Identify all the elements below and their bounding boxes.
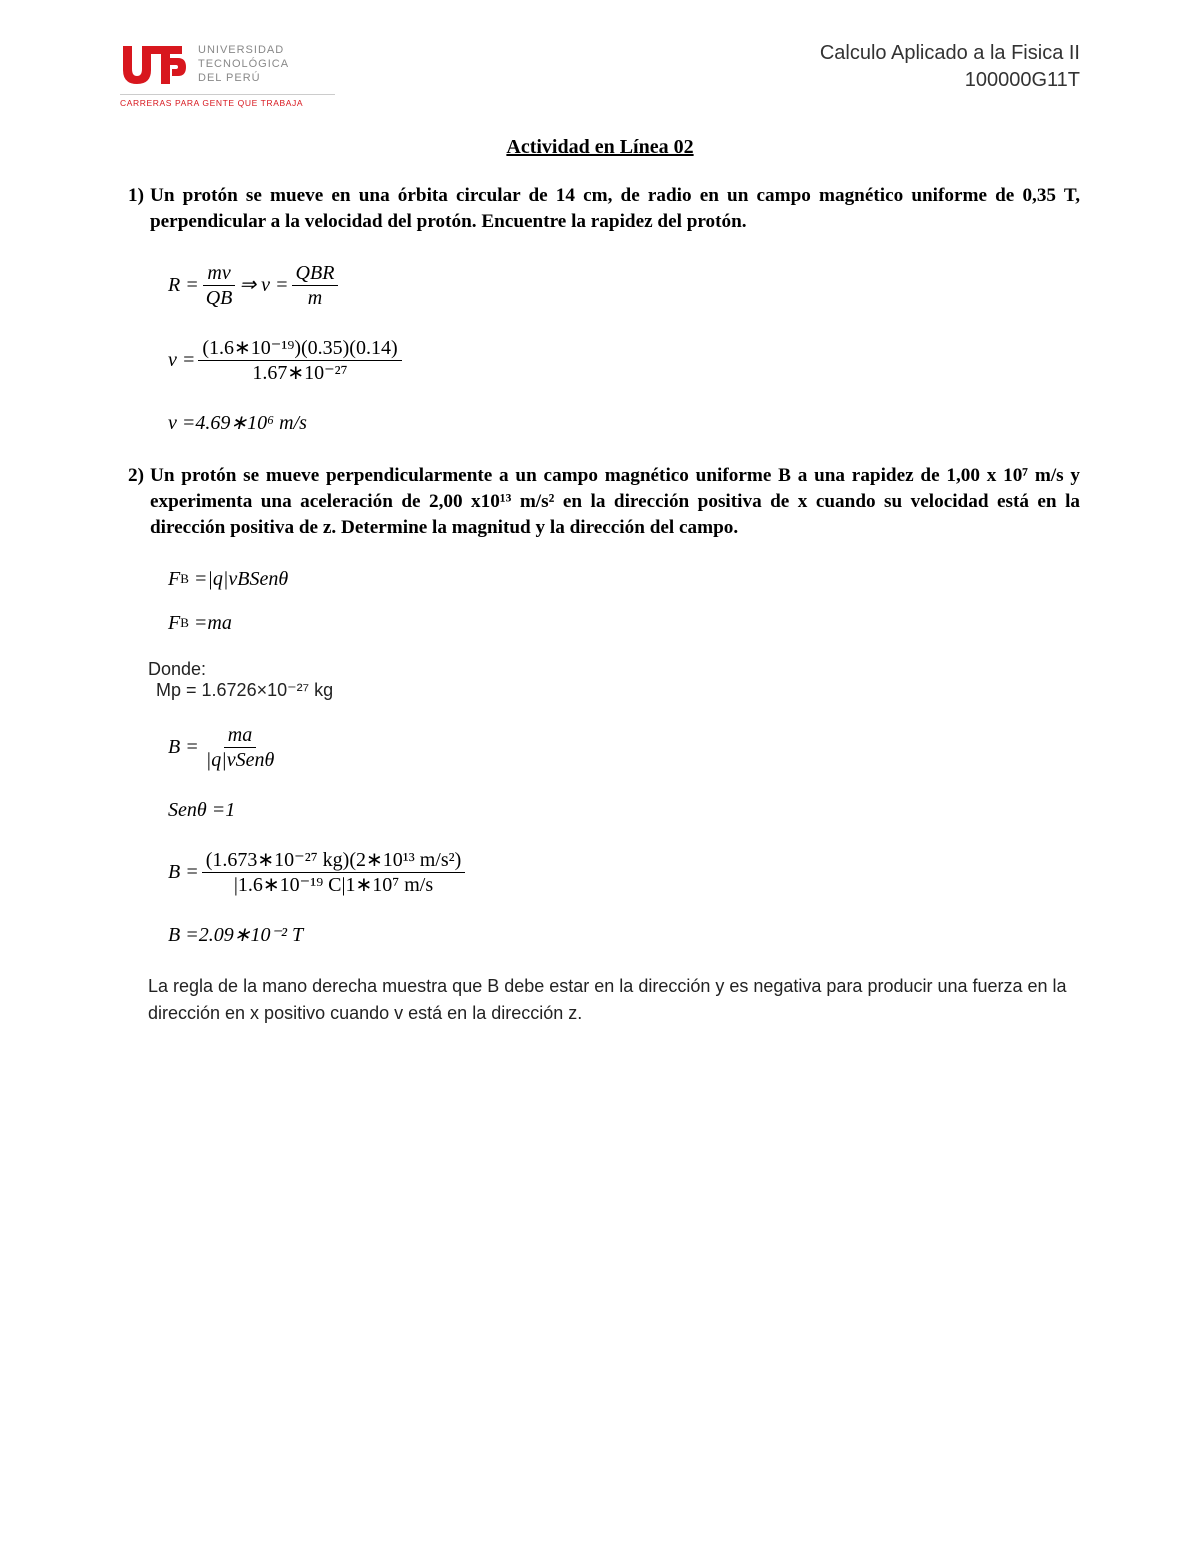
problem-1: 1) Un protón se mueve en una órbita circ… bbox=[120, 183, 1080, 435]
document-title: Actividad en Línea 02 bbox=[120, 136, 1080, 159]
p2-eq3: B = ma |q|vSenθ bbox=[168, 723, 1080, 772]
uni-line3: DEL PERÚ bbox=[198, 72, 289, 86]
p2-eq3-num: ma bbox=[224, 723, 256, 748]
university-name: UNIVERSIDAD TECNOLÓGICA DEL PERÚ bbox=[198, 44, 289, 85]
p1-eq1-f1-den: QB bbox=[202, 286, 237, 310]
p2-eq2: FB =ma bbox=[168, 611, 1080, 635]
tagline: CARRERAS PARA GENTE QUE TRABAJA bbox=[120, 94, 335, 108]
p1-text: Un protón se mueve en una órbita circula… bbox=[150, 183, 1080, 235]
p2-eq5-num: (1.673∗10⁻²⁷ kg)(2∗10¹³ m/s²) bbox=[202, 848, 466, 873]
p1-eq1-f1-num: mv bbox=[203, 261, 234, 286]
course-name: Calculo Aplicado a la Fisica II bbox=[820, 40, 1080, 67]
p1-eq1-lhs: R = bbox=[168, 273, 199, 297]
p2-eq1: FB =|q|vBSenθ bbox=[168, 567, 1080, 591]
p2-eq5-lhs: B = bbox=[168, 860, 199, 884]
p2-conclusion: La regla de la mano derecha muestra que … bbox=[120, 973, 1080, 1027]
p1-number: 1) bbox=[128, 183, 144, 235]
p1-eq2: v = (1.6∗10⁻¹⁹)(0.35)(0.14) 1.67∗10⁻²⁷ bbox=[168, 336, 1080, 385]
p2-eq3-lhs: B = bbox=[168, 735, 199, 759]
p1-eq1-f2-num: QBR bbox=[292, 261, 339, 286]
problem-2: 2) Un protón se mueve perpendicularmente… bbox=[120, 463, 1080, 1027]
utp-logo-icon bbox=[120, 40, 188, 90]
p2-mp: Mp = 1.6726×10⁻²⁷ kg bbox=[120, 680, 1080, 701]
p2-eq5-den: |1.6∗10⁻¹⁹ C|1∗10⁷ m/s bbox=[230, 873, 437, 897]
page-header: UNIVERSIDAD TECNOLÓGICA DEL PERÚ CARRERA… bbox=[120, 40, 1080, 108]
p2-eq4: Senθ =1 bbox=[168, 798, 1080, 822]
p1-eq1: R = mv QB ⇒ v = QBR m bbox=[168, 261, 1080, 310]
p2-eq3-den: |q|vSenθ bbox=[202, 748, 279, 772]
p2-number: 2) bbox=[128, 463, 144, 541]
p2-donde: Donde: bbox=[120, 659, 1080, 680]
p2-eq5: B = (1.673∗10⁻²⁷ kg)(2∗10¹³ m/s²) |1.6∗1… bbox=[168, 848, 1080, 897]
course-block: Calculo Aplicado a la Fisica II 100000G1… bbox=[820, 40, 1080, 94]
p2-text: Un protón se mueve perpendicularmente a … bbox=[150, 463, 1080, 541]
p2-eq6: B =2.09∗10⁻² T bbox=[168, 923, 1080, 947]
p1-eq1-f2-den: m bbox=[304, 286, 326, 310]
p1-eq2-den: 1.67∗10⁻²⁷ bbox=[248, 361, 351, 385]
p1-eq2-lhs: v = bbox=[168, 348, 195, 372]
logo-block: UNIVERSIDAD TECNOLÓGICA DEL PERÚ CARRERA… bbox=[120, 40, 335, 108]
uni-line2: TECNOLÓGICA bbox=[198, 58, 289, 72]
p1-eq1-arrow: ⇒ v = bbox=[239, 273, 288, 297]
uni-line1: UNIVERSIDAD bbox=[198, 44, 289, 58]
p1-eq2-num: (1.6∗10⁻¹⁹)(0.35)(0.14) bbox=[198, 336, 401, 361]
course-code: 100000G11T bbox=[820, 67, 1080, 94]
p1-eq3: v =4.69∗10⁶ m/s bbox=[168, 411, 1080, 435]
